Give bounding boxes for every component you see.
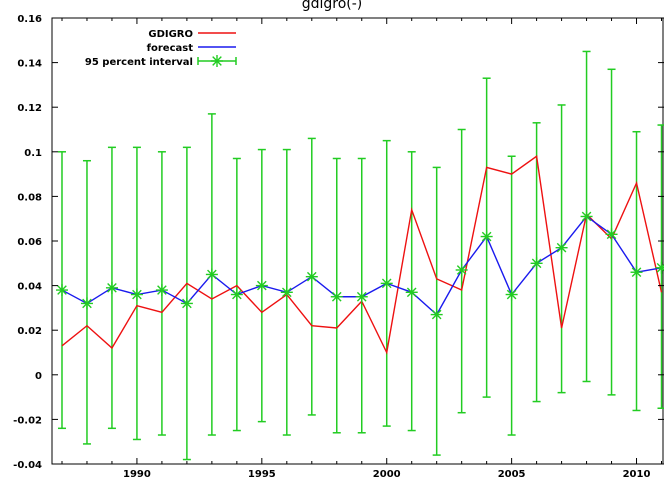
plot-area xyxy=(51,17,664,465)
star-stroke xyxy=(556,242,567,253)
forecast-point xyxy=(580,210,593,223)
forecast-point xyxy=(655,261,664,274)
legend-swatch-interval xyxy=(197,55,237,67)
forecast-point xyxy=(80,297,93,310)
forecast-point xyxy=(430,308,443,321)
star-stroke xyxy=(331,291,342,302)
y-axis: -0.04 -0.02 0 0.02 0.04 0.06 0.08 0.1 0.12 0.14 0.… xyxy=(13,14,664,471)
forecast-point xyxy=(280,286,293,299)
star-stroke xyxy=(481,231,492,242)
forecast-point xyxy=(205,268,218,281)
y-tick-label: 0.02 xyxy=(17,326,42,337)
star-stroke xyxy=(456,265,467,275)
star-stroke xyxy=(232,289,242,300)
legend-interval-star xyxy=(211,55,223,67)
forecast-point xyxy=(55,284,68,297)
interval-bars xyxy=(57,50,664,461)
star-stroke xyxy=(381,278,392,289)
forecast-point xyxy=(380,277,393,290)
x-tick-label: 2010 xyxy=(623,469,651,480)
star-stroke xyxy=(207,269,217,280)
x-tick-label: 2000 xyxy=(373,469,401,480)
y-tick-label: -0.02 xyxy=(13,415,42,426)
star-stroke xyxy=(157,285,167,295)
forecast-point xyxy=(480,230,493,243)
y-tick-label: 0.16 xyxy=(17,14,42,25)
star-stroke xyxy=(406,287,417,298)
x-tick-label: 1990 xyxy=(123,469,151,480)
star-stroke xyxy=(506,289,517,300)
star-stroke xyxy=(82,298,92,309)
forecast-point xyxy=(530,257,543,270)
star-stroke xyxy=(281,287,292,298)
plot-frame xyxy=(51,17,664,465)
star-stroke xyxy=(606,229,617,240)
chart-title-fragment: gdigro(-) xyxy=(302,0,363,12)
x-axis: 1990 1995 2000 2005 2010 xyxy=(61,18,663,480)
forecast-point xyxy=(330,290,343,303)
y-tick-label: 0.06 xyxy=(17,237,42,248)
legend: GDIGRO forecast 95 percent interval xyxy=(85,29,237,68)
forecast-point xyxy=(155,284,168,297)
legend-label-interval: 95 percent interval xyxy=(85,57,193,68)
legend-label-forecast: forecast xyxy=(147,43,194,54)
y-tick-label: 0.08 xyxy=(17,192,42,203)
forecast-point xyxy=(255,279,268,292)
star-stroke xyxy=(306,271,317,282)
star-stroke xyxy=(531,258,542,269)
star-stroke xyxy=(356,291,367,302)
forecast-point xyxy=(455,263,468,276)
y-tick-label: 0.1 xyxy=(24,148,42,159)
forecast-point xyxy=(230,288,243,301)
star-stroke xyxy=(631,267,642,278)
forecast-point xyxy=(505,288,518,301)
star-stroke xyxy=(581,211,592,222)
y-tick-label: 0 xyxy=(35,371,42,382)
x-tick-label: 1995 xyxy=(248,469,276,480)
forecast-point xyxy=(180,297,193,310)
forecast-point xyxy=(630,266,643,279)
star-stroke xyxy=(257,280,267,291)
forecast-point xyxy=(405,286,418,299)
x-tick-label: 2005 xyxy=(498,469,526,480)
forecast-point xyxy=(105,281,118,294)
star-stroke xyxy=(132,289,142,300)
star-stroke xyxy=(656,264,664,273)
star-stroke xyxy=(107,283,117,293)
star-stroke xyxy=(431,309,442,320)
star-stroke xyxy=(57,285,67,295)
forecast-point xyxy=(130,288,143,301)
forecast-point xyxy=(605,228,618,241)
forecast-markers xyxy=(55,210,664,321)
forecast-point xyxy=(555,241,568,254)
legend-label-gdigro: GDIGRO xyxy=(148,29,193,40)
y-tick-label: 0.14 xyxy=(17,59,42,70)
y-tick-label: -0.04 xyxy=(13,460,42,471)
forecast-point xyxy=(355,290,368,303)
y-tick-label: 0.12 xyxy=(17,103,42,114)
forecast-point xyxy=(305,270,318,283)
star-stroke xyxy=(212,56,222,66)
star-stroke xyxy=(182,298,192,309)
y-tick-label: 0.04 xyxy=(17,282,42,293)
